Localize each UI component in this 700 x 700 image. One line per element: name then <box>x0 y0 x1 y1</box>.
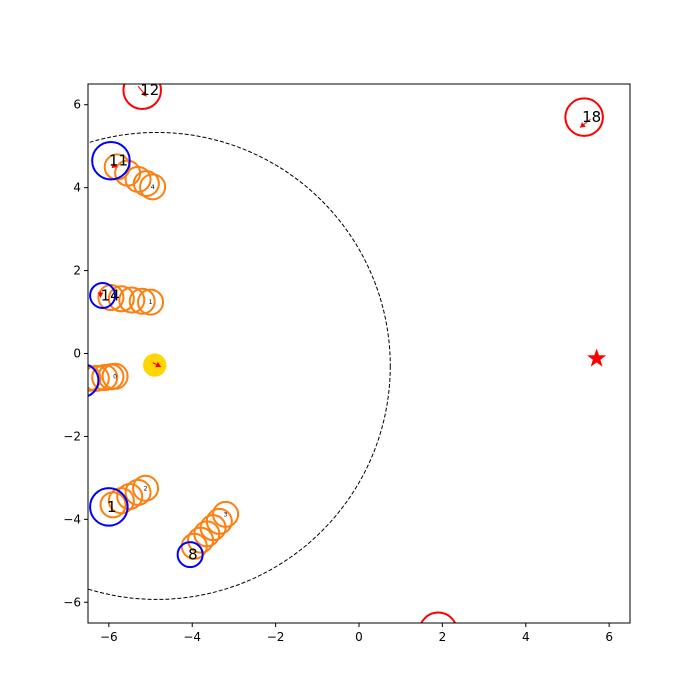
x-tick-label-3: 0 <box>355 630 363 644</box>
y-tick-label-3: 0 <box>73 347 81 361</box>
blue-agent-2 <box>88 363 100 397</box>
center-marker <box>143 353 167 377</box>
plot-area: 4 1 0 2 3 <box>88 84 607 623</box>
x-tick-label-4: 2 <box>439 630 447 644</box>
trail-3-point-3 <box>124 478 152 506</box>
trail-label-1: 1 <box>149 299 153 306</box>
trail-1-point-3 <box>128 287 156 315</box>
y-tick-label-6: 6 <box>73 98 81 112</box>
trail-1-point-1 <box>107 285 135 313</box>
trail-label-3: 2 <box>144 485 148 492</box>
agent-label-11: 11 <box>109 152 128 170</box>
red-agent-18 <box>564 97 604 137</box>
agent-label-18: 18 <box>582 108 601 126</box>
trail-0-point-3 <box>132 170 160 198</box>
goal-star <box>587 348 607 367</box>
red-agent-2 <box>420 611 457 623</box>
agent-label-14: 14 <box>101 286 120 304</box>
arrow-head-2 <box>111 162 118 169</box>
y-tick-label-4: 2 <box>73 264 81 278</box>
red-agent-12 <box>122 84 162 110</box>
y-tick-label-2: −2 <box>63 429 81 443</box>
trail-4-point-5 <box>212 500 240 528</box>
agent-label-8: 8 <box>188 546 198 564</box>
trail-1-point-4 <box>137 288 165 316</box>
trail-2-point-4 <box>101 362 129 390</box>
trail-0-point-4 <box>139 173 167 201</box>
x-tick-label-2: −2 <box>267 630 285 644</box>
agent-label-1: 1 <box>107 498 117 516</box>
x-tick-label-5: 4 <box>522 630 530 644</box>
trail-label-2: 0 <box>113 373 117 380</box>
arrow-head-1 <box>579 122 586 128</box>
blue-agent-14 <box>89 281 117 309</box>
y-tick-label-5: 4 <box>73 181 81 195</box>
trail-label-4: 3 <box>224 511 228 518</box>
x-tick-label-6: 6 <box>605 630 613 644</box>
x-tick-label-0: −6 <box>100 630 118 644</box>
trail-3-point-4 <box>132 474 160 502</box>
trail-label-0: 4 <box>151 184 155 191</box>
boundary-circle <box>88 132 391 600</box>
y-tick-label-1: −4 <box>63 512 81 526</box>
blue-agent-8 <box>176 541 204 569</box>
trail-2-point-1 <box>88 364 110 392</box>
arrow-head-0 <box>140 90 147 97</box>
trail-1-point-2 <box>118 286 146 314</box>
plot-frame <box>87 83 631 624</box>
arrow-head-3 <box>97 292 104 298</box>
arrow-head-4 <box>155 361 161 368</box>
x-tick-label-1: −4 <box>183 630 201 644</box>
blue-agent-11 <box>91 140 131 181</box>
trail-4-point-4 <box>205 507 233 535</box>
blue-agent-1 <box>89 487 129 527</box>
agent-label-12: 12 <box>140 81 159 99</box>
axis-ticks: −6 −4 −2 0 2 4 6 −6 −4 −2 0 2 4 6 <box>63 98 613 644</box>
y-tick-label-0: −6 <box>63 595 81 609</box>
